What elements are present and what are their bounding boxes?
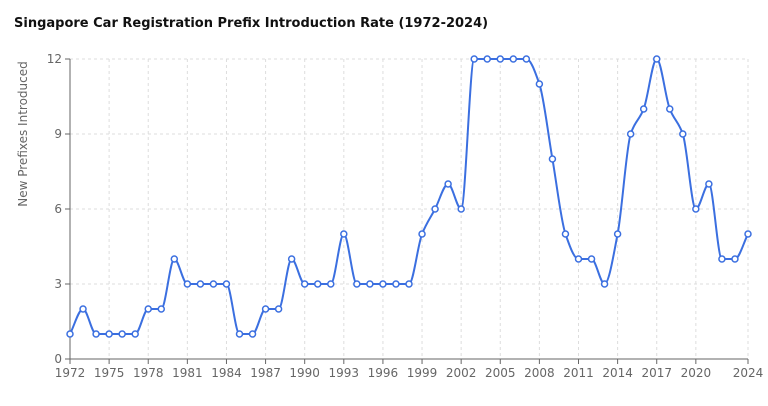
x-tick-label: 2014 [602, 366, 633, 380]
x-tick-label: 1999 [407, 366, 438, 380]
x-tick-label: 2005 [485, 366, 516, 380]
point [118, 330, 126, 338]
y-axis-label: New Prefixes Introduced [16, 61, 30, 207]
point [379, 280, 387, 288]
point [131, 330, 139, 338]
point [731, 255, 739, 263]
point [705, 180, 713, 188]
x-tick-label: 1978 [133, 366, 164, 380]
point [209, 280, 218, 288]
point [679, 130, 687, 138]
point [535, 80, 544, 88]
x-tick-label: 2024 [733, 366, 764, 380]
x-tick-label: 2020 [681, 366, 712, 380]
point [470, 55, 478, 63]
point [444, 180, 452, 188]
point [692, 205, 700, 213]
x-tick-label: 1990 [289, 366, 320, 380]
point [600, 280, 609, 288]
point [261, 305, 270, 313]
point [287, 255, 296, 263]
point [574, 255, 583, 263]
chart-title: Singapore Car Registration Prefix Introd… [14, 16, 488, 31]
point [366, 280, 374, 288]
point [222, 280, 231, 288]
y-tick-label: 12 [47, 52, 62, 66]
point [405, 280, 413, 288]
point [744, 230, 752, 238]
y-tick-label: 0 [54, 352, 62, 366]
point [313, 280, 322, 288]
point [66, 330, 74, 338]
point [418, 230, 426, 238]
y-tick-label: 9 [54, 127, 62, 141]
point [522, 55, 531, 63]
point [626, 130, 635, 138]
point [457, 205, 465, 213]
x-tick-label: 1987 [250, 366, 281, 380]
point [718, 255, 726, 263]
x-tick-label: 1996 [368, 366, 399, 380]
x-tick-label: 2011 [563, 366, 594, 380]
point [561, 230, 570, 238]
x-tick-label: 2017 [641, 366, 672, 380]
point [79, 305, 87, 313]
point [340, 230, 348, 238]
point [353, 280, 361, 288]
point [509, 55, 518, 63]
point [170, 255, 179, 263]
point [248, 330, 257, 338]
point [183, 280, 192, 288]
x-tick-label: 1993 [329, 366, 360, 380]
x-tick-label: 1975 [94, 366, 125, 380]
point [196, 280, 205, 288]
point [613, 230, 622, 238]
y-tick-label: 3 [54, 277, 62, 291]
point [483, 55, 491, 63]
point [639, 105, 648, 113]
y-tick-label: 6 [54, 202, 62, 216]
point [587, 255, 596, 263]
x-tick-label: 1981 [172, 366, 203, 380]
point [92, 330, 100, 338]
point [105, 330, 113, 338]
point [666, 105, 674, 113]
x-tick-label: 1972 [55, 366, 86, 380]
x-tick-label: 2008 [524, 366, 555, 380]
point [548, 155, 557, 163]
point [496, 55, 505, 63]
point [235, 330, 244, 338]
x-tick-label: 2002 [446, 366, 477, 380]
point [157, 305, 166, 313]
point [144, 305, 152, 313]
point [300, 280, 309, 288]
point [327, 280, 335, 288]
point [392, 280, 400, 288]
point [274, 305, 283, 313]
point [652, 55, 661, 63]
line [69, 57, 749, 335]
x-tick-label: 1984 [211, 366, 242, 380]
point [431, 205, 439, 213]
